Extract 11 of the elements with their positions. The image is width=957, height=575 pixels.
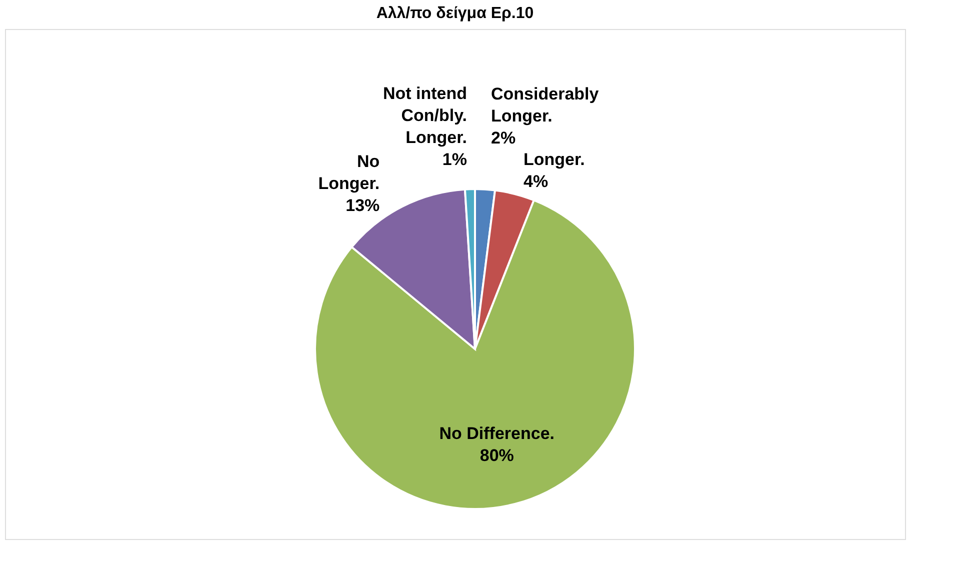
data-label: 1% (442, 150, 467, 170)
data-label: 80% (480, 446, 514, 466)
data-label: 13% (346, 196, 380, 215)
slice-label: No Difference. (439, 424, 555, 444)
slice-label: Not intend Con/bly. Longer. (382, 84, 467, 148)
slice-label: Longer. (523, 150, 585, 170)
data-label: 4% (523, 172, 548, 192)
slice-label: Considerably Longer. (491, 84, 600, 126)
slice-label: No Longer. (318, 152, 380, 193)
data-label: 2% (491, 128, 516, 148)
chart-title: Αλλ/πο δείγμα Ερ.10 (376, 5, 534, 22)
